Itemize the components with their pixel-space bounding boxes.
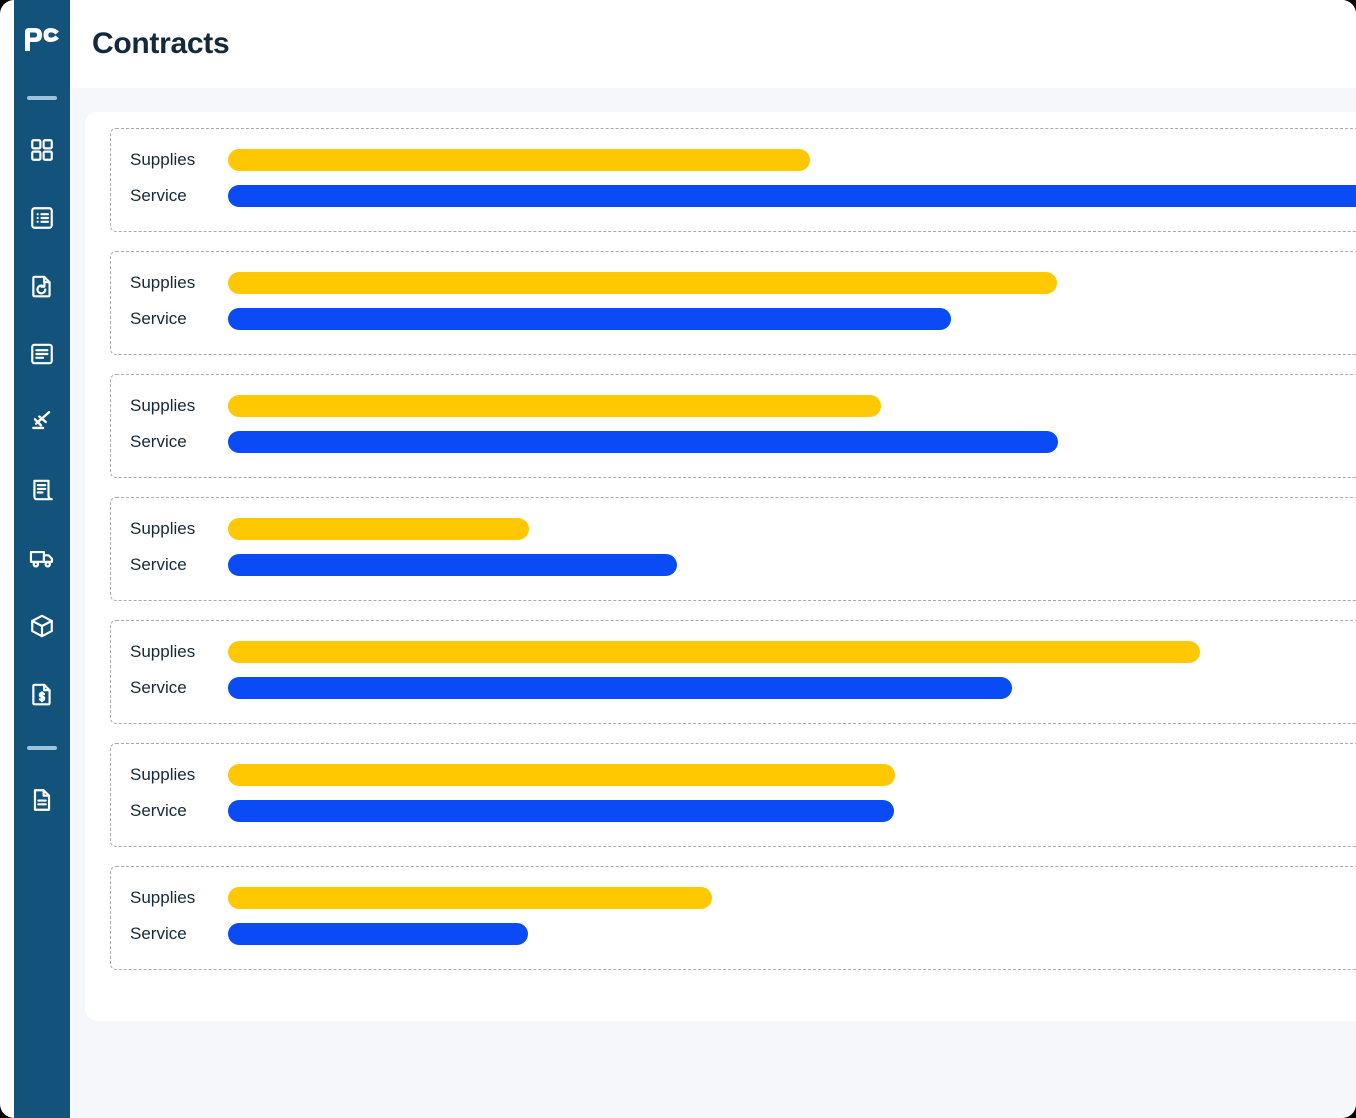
bar-fill-supplies [228, 518, 529, 540]
sidebar-divider-lower [27, 746, 57, 750]
sidebar-item-documents[interactable] [14, 320, 70, 388]
bar-track-supplies [228, 395, 881, 417]
bar-fill-supplies [228, 764, 895, 786]
bar-fill-supplies [228, 149, 810, 171]
bar-label-service: Service [130, 555, 187, 574]
bar-fill-supplies [228, 887, 712, 909]
sidebar [14, 0, 70, 1118]
bar-track-service [228, 677, 1012, 699]
contract-row[interactable]: Supplies Service [110, 128, 1356, 232]
bar-track-supplies [228, 887, 712, 909]
contract-row[interactable]: Supplies Service [110, 497, 1356, 601]
truck-icon [29, 550, 54, 568]
bar-fill-supplies [228, 272, 1057, 294]
sidebar-item-renewals[interactable] [14, 252, 70, 320]
bar-label-service: Service [130, 309, 187, 328]
bar-track-service [228, 923, 528, 945]
sidebar-item-reports[interactable] [14, 766, 70, 834]
sidebar-divider-upper [27, 96, 57, 100]
contract-row[interactable]: Supplies Service [110, 866, 1356, 970]
bar-label-service: Service [130, 678, 187, 697]
bar-label-supplies: Supplies [130, 396, 196, 415]
app-logo[interactable] [14, 0, 70, 78]
bar-label-supplies: Supplies [130, 150, 196, 169]
contracts-card: Supplies Service Supplies Service Supplies Se… [85, 112, 1356, 1021]
document-refresh-icon [32, 275, 51, 298]
bar-fill-supplies [228, 395, 881, 417]
contract-row[interactable]: Supplies Service [110, 251, 1356, 355]
page-title: Contracts [92, 27, 230, 60]
bar-fill-service [228, 308, 951, 330]
bar-track-supplies [228, 518, 529, 540]
header-bar: Contracts [70, 0, 1356, 88]
bar-label-supplies: Supplies [130, 888, 196, 907]
sidebar-item-shipping[interactable] [14, 524, 70, 592]
pc-logo-icon [25, 28, 59, 51]
bar-fill-service [228, 554, 677, 576]
contract-row[interactable]: Supplies Service [110, 620, 1356, 724]
bar-label-supplies: Supplies [130, 519, 196, 538]
contract-row[interactable]: Supplies Service [110, 743, 1356, 847]
contract-rows-list: Supplies Service Supplies Service Supplies Se… [110, 128, 1356, 989]
bar-label-supplies: Supplies [130, 642, 196, 661]
bar-label-service: Service [130, 924, 187, 943]
gavel-icon [32, 411, 51, 430]
bar-track-service [228, 800, 894, 822]
package-box-icon [31, 614, 53, 638]
bar-label-service: Service [130, 432, 187, 451]
bar-fill-supplies [228, 641, 1200, 663]
sidebar-item-contracts[interactable] [14, 456, 70, 524]
bar-track-supplies [228, 764, 895, 786]
bar-fill-service [228, 431, 1058, 453]
content-area: Supplies Service Supplies Service Supplies Se… [70, 88, 1356, 1118]
sidebar-item-invoices[interactable] [14, 660, 70, 728]
list-icon [31, 207, 53, 229]
document-lines-icon [31, 343, 53, 365]
bar-label-service: Service [130, 801, 187, 820]
scroll-receipt-icon [33, 479, 53, 501]
bar-fill-service [228, 677, 1012, 699]
bar-track-service [228, 431, 1058, 453]
bar-label-service: Service [130, 186, 187, 205]
sidebar-item-bids[interactable] [14, 388, 70, 456]
bar-track-supplies [228, 149, 810, 171]
bar-fill-service [228, 923, 528, 945]
bar-track-supplies [228, 641, 1200, 663]
bar-track-service [228, 185, 1356, 207]
invoice-dollar-icon [32, 683, 51, 706]
sidebar-item-list[interactable] [14, 184, 70, 252]
bar-label-supplies: Supplies [130, 765, 196, 784]
bar-fill-service [228, 800, 894, 822]
bar-track-supplies [228, 272, 1057, 294]
grid-dashboard-icon [31, 139, 53, 161]
sidebar-item-inventory[interactable] [14, 592, 70, 660]
bar-fill-service [228, 185, 1356, 207]
bar-track-service [228, 308, 951, 330]
bar-track-service [228, 554, 677, 576]
sidebar-item-dashboard[interactable] [14, 116, 70, 184]
bar-label-supplies: Supplies [130, 273, 196, 292]
contract-row[interactable]: Supplies Service [110, 374, 1356, 478]
file-document-icon [33, 789, 51, 811]
